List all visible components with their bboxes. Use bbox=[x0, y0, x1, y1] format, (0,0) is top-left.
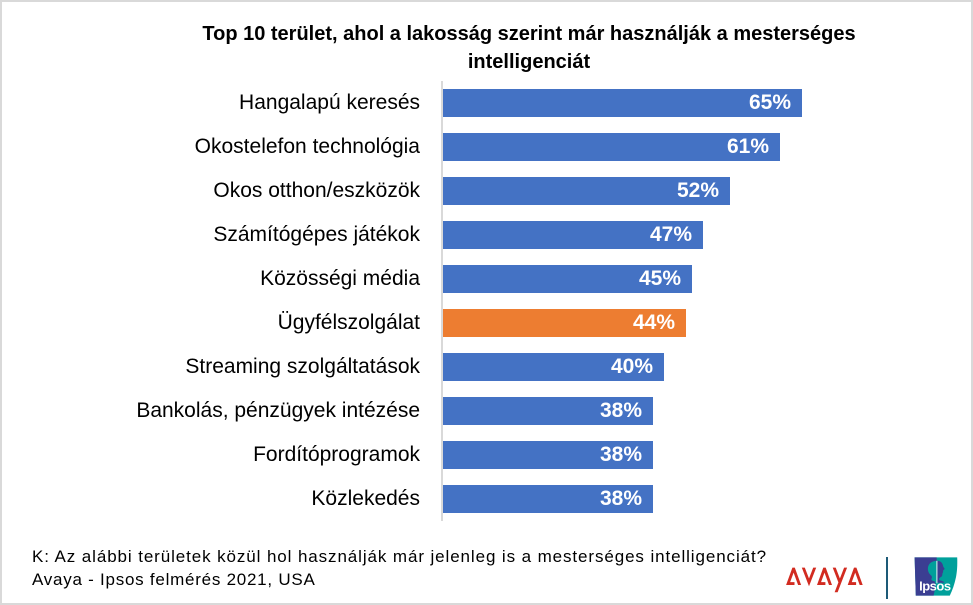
svg-text:Ipsos: Ipsos bbox=[919, 579, 951, 594]
